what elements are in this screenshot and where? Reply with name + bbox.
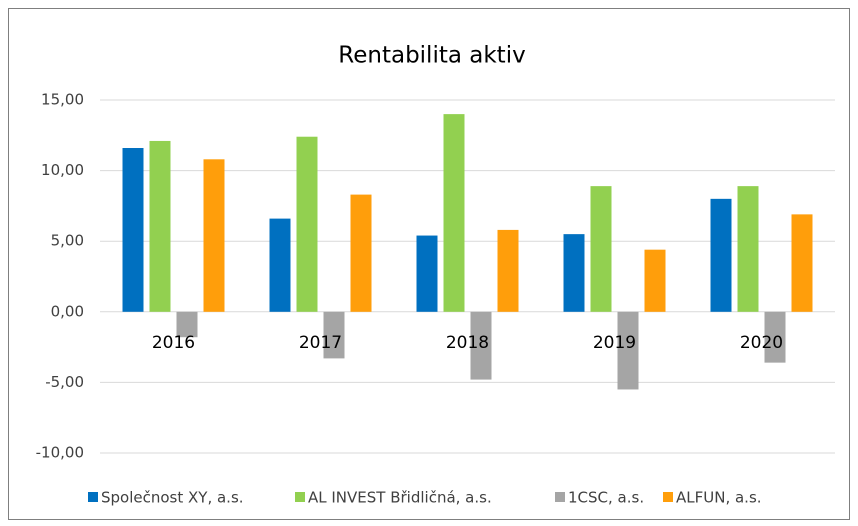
legend-swatch	[663, 492, 673, 502]
bar	[470, 311, 492, 380]
bar	[323, 311, 345, 359]
bar	[122, 148, 144, 312]
bar	[203, 159, 225, 312]
x-tick-label: 2016	[152, 333, 195, 353]
bar	[617, 311, 639, 390]
x-tick-label: 2017	[299, 333, 342, 353]
bar	[269, 218, 291, 312]
bar	[416, 235, 438, 312]
x-tick-label: 2018	[446, 333, 489, 353]
x-tick-label: 2020	[740, 333, 783, 353]
bar	[296, 136, 318, 312]
bar	[149, 140, 171, 312]
bar	[590, 186, 612, 312]
y-tick-label: -5,00	[45, 373, 84, 391]
bar	[644, 249, 666, 312]
chart-title: Rentabilita aktiv	[338, 43, 525, 69]
bar	[497, 229, 519, 312]
bar	[443, 114, 465, 312]
legend-label: 1CSC, a.s.	[568, 489, 644, 507]
bar	[176, 311, 198, 338]
y-tick-label: -10,00	[36, 444, 84, 462]
bar	[764, 311, 786, 363]
y-tick-label: 15,00	[41, 91, 84, 109]
y-tick-label: 5,00	[51, 232, 84, 250]
bar	[791, 214, 813, 312]
legend-label: AL INVEST Břidličná, a.s.	[308, 489, 492, 507]
y-tick-label: 0,00	[51, 302, 84, 320]
legend-swatch	[295, 492, 305, 502]
y-tick-label: 10,00	[41, 161, 84, 179]
bar	[737, 186, 759, 312]
legend-label: Společnost XY, a.s.	[101, 489, 244, 507]
bar	[710, 198, 732, 312]
bar	[350, 194, 372, 312]
legend-label: ALFUN, a.s.	[676, 489, 762, 507]
bar	[563, 234, 585, 312]
x-tick-label: 2019	[593, 333, 636, 353]
legend-swatch	[88, 492, 98, 502]
legend-swatch	[555, 492, 565, 502]
